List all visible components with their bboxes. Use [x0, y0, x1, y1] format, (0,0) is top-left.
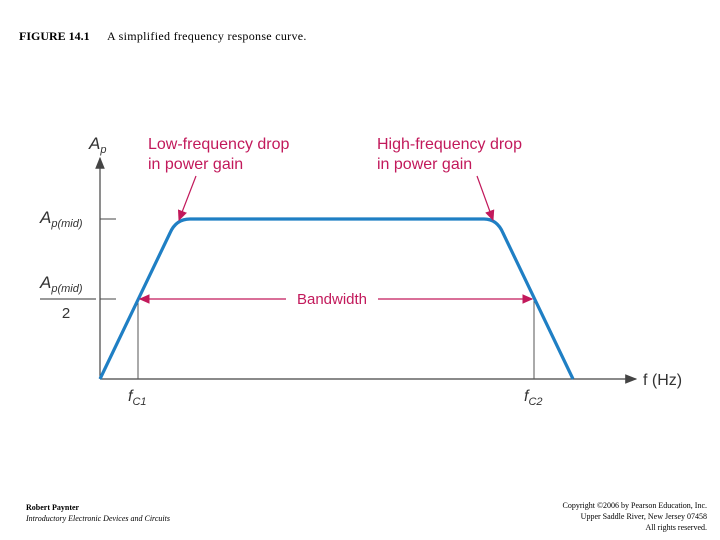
- ap-mid-label: Ap(mid): [39, 208, 83, 230]
- ap-mid-half-denominator: 2: [62, 305, 70, 322]
- x-axis-label: f (Hz): [643, 372, 682, 389]
- low-drop-label-line1: Low-frequency drop: [148, 136, 290, 153]
- frequency-response-diagram: Bandwidth Low-frequency drop in power ga…: [24, 118, 700, 408]
- copyright-line: Upper Saddle River, New Jersey 07458: [580, 512, 707, 521]
- y-axis-label: Ap: [88, 134, 106, 156]
- copyright-line: All rights reserved.: [645, 523, 707, 532]
- high-drop-arrow: [476, 175, 495, 222]
- figure-caption: A simplified frequency response curve.: [107, 29, 307, 43]
- low-drop-label-line2: in power gain: [148, 156, 243, 173]
- bandwidth-label: Bandwidth: [297, 291, 367, 308]
- copyright-line: Copyright ©2006 by Pearson Education, In…: [562, 501, 708, 510]
- fc2-label: fC2: [524, 388, 543, 408]
- copyright-notice: Copyright ©2006 by Pearson Education, In…: [467, 500, 708, 533]
- response-curve: [98, 217, 575, 380]
- author: Robert Paynter: [26, 503, 80, 512]
- high-drop-label-line1: High-frequency drop: [377, 136, 522, 153]
- high-drop-label-line2: in power gain: [377, 156, 472, 173]
- figure-number: FIGURE 14.1: [19, 29, 90, 43]
- fc1-label: fC1: [128, 388, 147, 408]
- ap-mid-half-numerator: Ap(mid): [39, 273, 83, 295]
- low-drop-arrow: [177, 175, 197, 222]
- book-title: Introductory Electronic Devices and Circ…: [26, 514, 170, 523]
